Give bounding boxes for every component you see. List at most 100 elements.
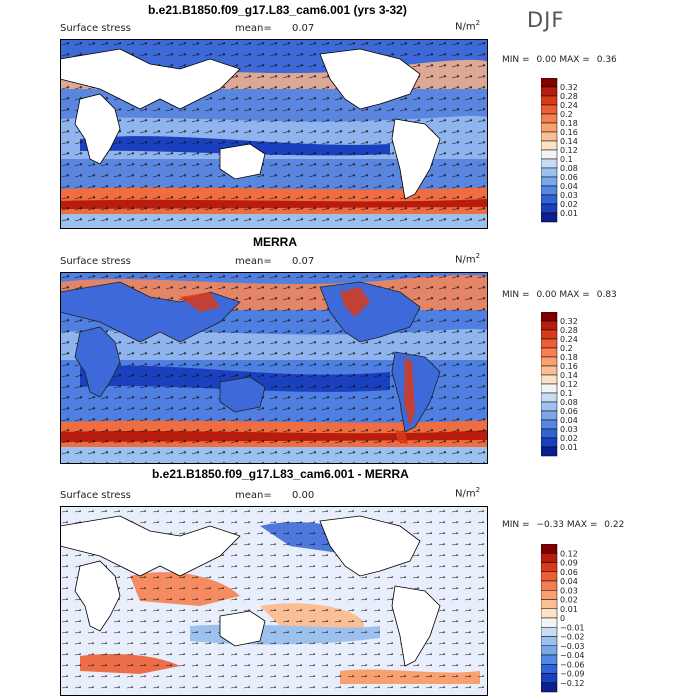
colorbar-tick-label: 0.08 (560, 164, 578, 173)
colorbar-tick-label: 0.16 (560, 362, 578, 371)
colorbar-swatch (541, 617, 558, 628)
panel-3-units-base: N/m (455, 488, 476, 500)
colorbar-tick-label: 0.2 (560, 110, 573, 119)
colorbar-tick-label: 0.14 (560, 371, 578, 380)
colorbar-tick-label: 0.03 (560, 191, 578, 200)
colorbar-tick-label: 0.14 (560, 137, 578, 146)
colorbar-swatch (541, 78, 558, 88)
colorbar-swatch (541, 158, 558, 169)
colorbar-tick-label: 0.09 (560, 559, 578, 568)
colorbar-tick-label: 0.06 (560, 407, 578, 416)
season-label: DJF (527, 8, 565, 32)
colorbar-swatch (541, 203, 558, 214)
colorbar-swatch (541, 329, 558, 340)
colorbar-swatch (541, 113, 558, 124)
panel-2-frame (60, 272, 488, 464)
colorbar-swatch (541, 140, 558, 151)
panel-1-frame (60, 39, 488, 229)
panel-2-max-label: MAX = (559, 290, 590, 300)
panel-3-mean-value: 0.00 (292, 490, 315, 501)
colorbar-swatch (541, 149, 558, 160)
colorbar-swatch (541, 347, 558, 358)
colorbar-tick-label: 0.32 (560, 317, 578, 326)
colorbar-tick-label: 0.06 (560, 568, 578, 577)
colorbar-tick-label: 0.12 (560, 380, 578, 389)
panel-1-units-base: N/m (455, 21, 476, 33)
panel-1-map (60, 39, 488, 229)
colorbar-tick-label: 0.04 (560, 182, 578, 191)
colorbar-swatch (541, 401, 558, 412)
colorbar-tick-label: −0.04 (560, 651, 585, 660)
colorbar-tick-label: 0.03 (560, 425, 578, 434)
panel-3-title: b.e21.B1850.f09_g17.L83_cam6.001 - MERRA (152, 467, 409, 481)
colorbar-swatch (541, 95, 558, 106)
colorbar-tick-label: 0.28 (560, 326, 578, 335)
colorbar-tick-label: 0.01 (560, 605, 578, 614)
colorbar-tick-label: −0.09 (560, 670, 585, 679)
panel-3-min-value: −0.33 (536, 520, 565, 530)
panel-1-min-value: 0.00 (536, 55, 557, 65)
panel-1-colorbar: 0.320.280.240.20.180.160.140.120.10.080.… (541, 78, 578, 223)
colorbar-tick-label: 0.18 (560, 353, 578, 362)
panel-2-australia (219, 376, 266, 413)
colorbar-swatch (541, 562, 558, 572)
panel-1-mean-value: 0.07 (292, 23, 315, 34)
colorbar-swatch (541, 212, 558, 223)
colorbar-swatch (541, 544, 558, 554)
panel-1-units: N/m2 (455, 19, 480, 32)
panel-1-mean-label: mean= (235, 23, 272, 34)
panel-2-hotspot-asia (180, 292, 220, 312)
panel-3-units: N/m2 (455, 486, 480, 499)
panel-3-south-america (391, 585, 441, 667)
panel-2-colorbar: 0.320.280.240.20.180.160.140.120.10.080.… (541, 312, 578, 457)
panel-2-units: N/m2 (455, 252, 480, 265)
colorbar-swatch (541, 365, 558, 376)
colorbar-swatch (541, 104, 558, 115)
panel-2-min-label: MIN = (502, 290, 530, 300)
colorbar-tick-label: 0.02 (560, 200, 578, 209)
colorbar-tick-label: 0.1 (560, 389, 573, 398)
panel-3-north-america (319, 515, 421, 577)
colorbar-swatch (541, 383, 558, 394)
panel-2-min-value: 0.00 (536, 290, 557, 300)
panel-3-australia (219, 610, 266, 647)
panel-2-hotspot-rockies (340, 287, 370, 317)
colorbar-swatch (541, 627, 558, 637)
colorbar-tick-label: 0.2 (560, 344, 573, 353)
colorbar-swatch (541, 176, 558, 187)
colorbar-swatch (541, 608, 558, 619)
panel-3-mean-label: mean= (235, 490, 272, 501)
colorbar-tick-label: −0.02 (560, 633, 585, 642)
panel-2-africa (74, 326, 121, 398)
colorbar-swatch (541, 599, 558, 609)
panel-2-variable: Surface stress (60, 256, 131, 267)
colorbar-tick-label: −0.06 (560, 660, 585, 669)
colorbar-swatch (541, 636, 558, 646)
colorbar-swatch (541, 428, 558, 439)
colorbar-tick-label: 0.04 (560, 577, 578, 586)
panel-3-min-label: MIN = (502, 520, 530, 530)
panel-3-eurasia (60, 515, 241, 577)
colorbar-tick-label: 0.1 (560, 155, 573, 164)
panel-1-max-value: 0.36 (596, 55, 617, 65)
colorbar-tick-label: 0.18 (560, 119, 578, 128)
panel-1-africa (74, 93, 121, 165)
colorbar-swatch (541, 419, 558, 430)
panel-3-max-value: 0.22 (604, 520, 625, 530)
colorbar-tick-label: 0.24 (560, 335, 578, 344)
panel-1-australia (219, 143, 266, 180)
colorbar-swatch (541, 320, 558, 331)
panel-2-map (60, 272, 488, 464)
colorbar-swatch (541, 194, 558, 205)
colorbar-swatch (541, 167, 558, 178)
panel-3-africa (74, 560, 121, 632)
colorbar-tick-label: 0.12 (560, 549, 578, 558)
colorbar-swatch (541, 392, 558, 403)
colorbar-swatch (541, 590, 558, 600)
colorbar-swatch (541, 122, 558, 133)
colorbar-swatch (541, 437, 558, 448)
panel-2-mean-label: mean= (235, 256, 272, 267)
panel-2-mean-value: 0.07 (292, 256, 315, 267)
panel-1-units-exp: 2 (475, 19, 481, 27)
panel-2-topography-hotspots (180, 287, 415, 444)
